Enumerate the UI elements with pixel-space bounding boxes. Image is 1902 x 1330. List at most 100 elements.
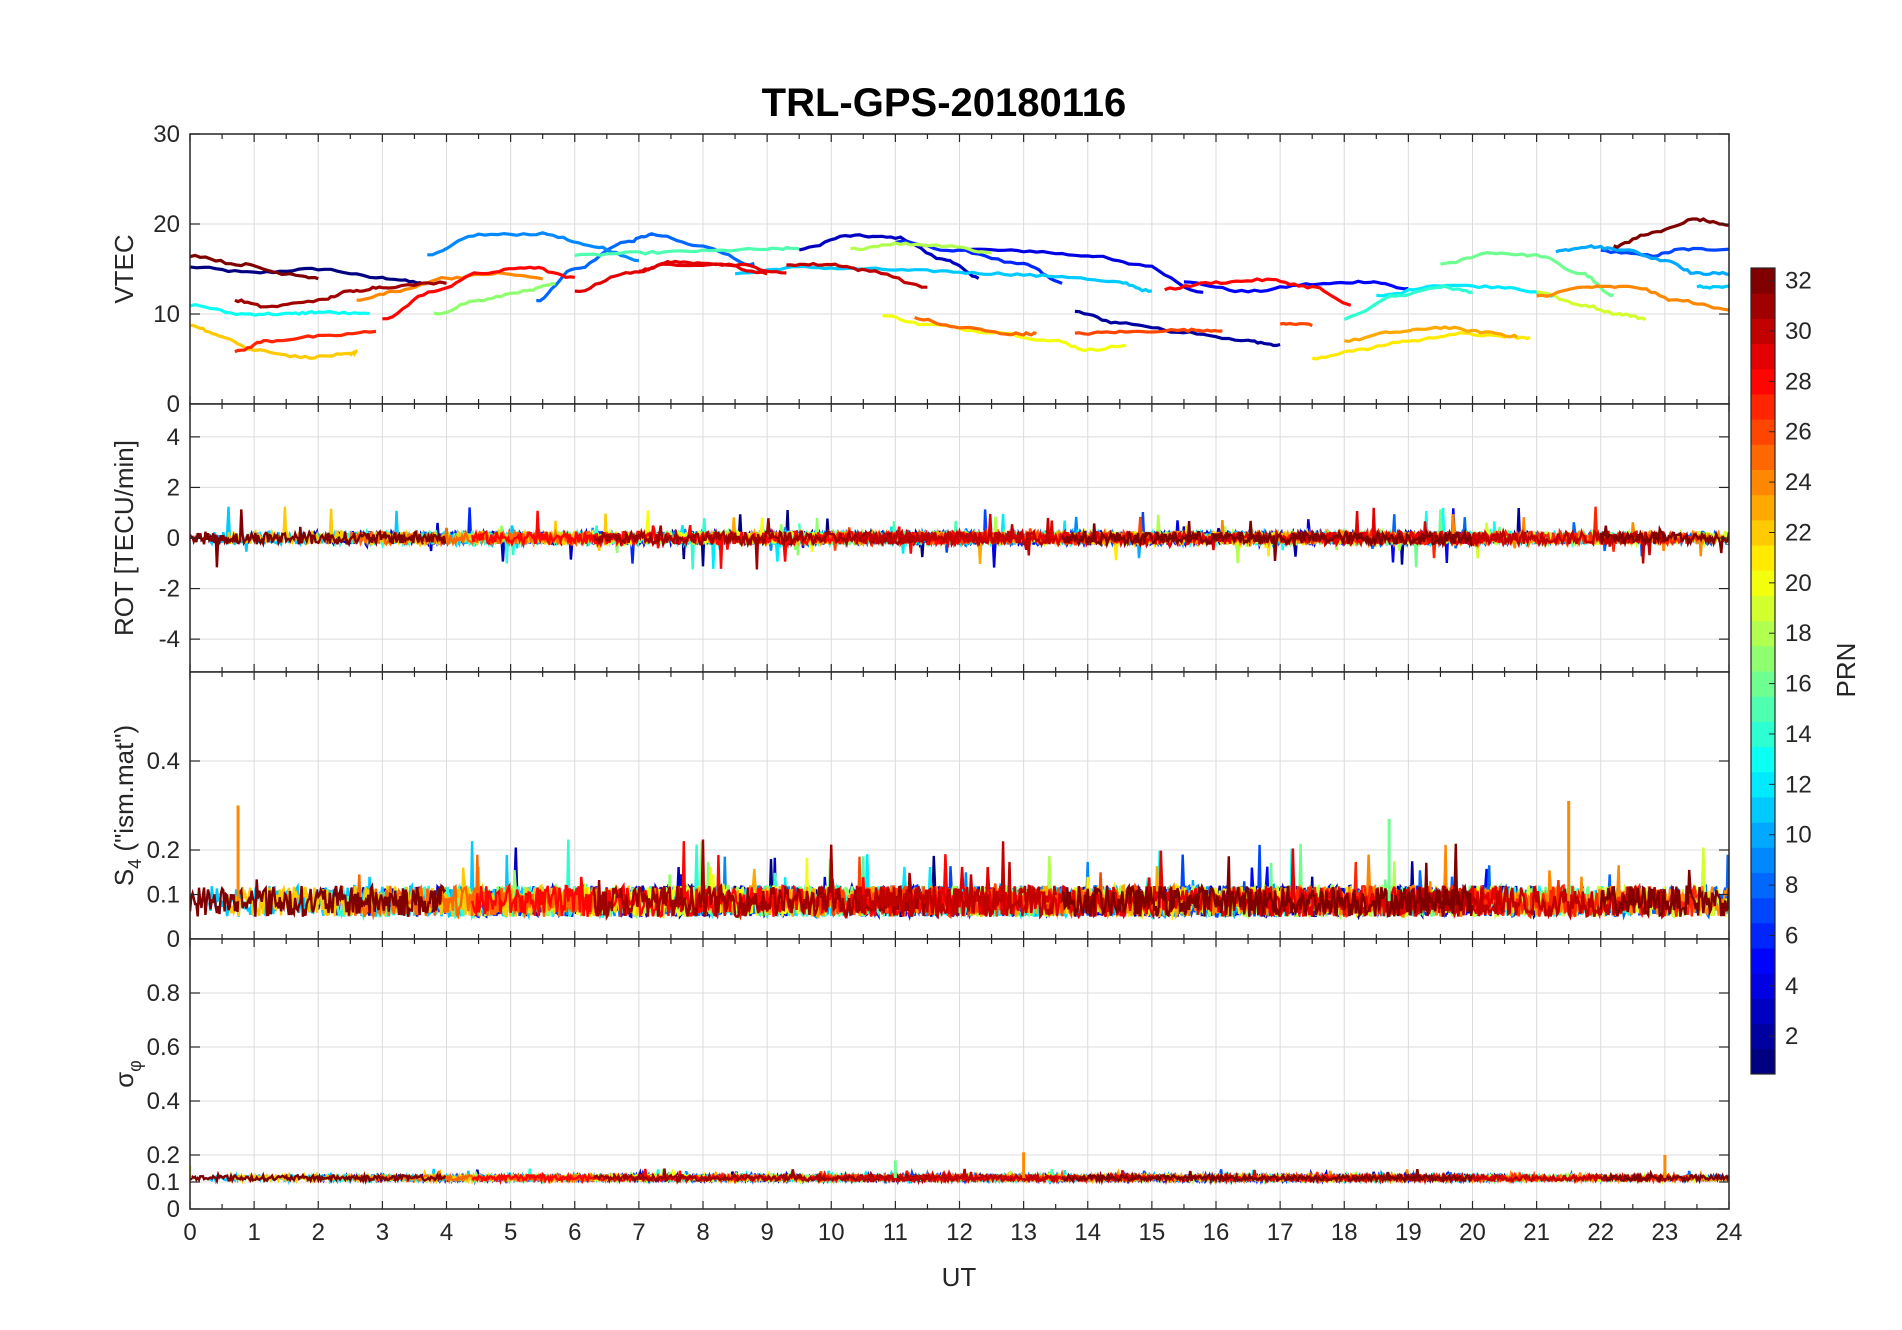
y-tick-label: 20	[153, 211, 180, 238]
noise-trace-prn-32	[1600, 1169, 1729, 1184]
series-line-prn-22	[190, 323, 359, 360]
y-tick-label: 0.8	[147, 980, 180, 1007]
x-tick-label: 18	[1331, 1219, 1358, 1246]
y-tick-label: 30	[153, 121, 180, 148]
series-line-prn-3	[798, 233, 980, 280]
series-line-prn-18	[850, 241, 992, 255]
colorbar-tick-label: 30	[1785, 318, 1812, 345]
series-group	[190, 1152, 1729, 1186]
series-line-prn-17	[433, 281, 556, 316]
x-tick-label: 3	[376, 1219, 389, 1246]
noise-trace-prn-30	[856, 1168, 1057, 1186]
x-tick-label: 1	[247, 1219, 260, 1246]
colorbar-tick-label: 8	[1785, 872, 1798, 899]
series-line-prn-25	[914, 315, 1037, 337]
noise-trace-prn-32	[190, 879, 447, 919]
noise-trace-prn-32	[1599, 524, 1729, 554]
colorbar-tick-label: 24	[1785, 469, 1812, 496]
series-line-prn-9	[427, 231, 640, 263]
x-tick-label: 2	[312, 1219, 325, 1246]
y-tick-label: -2	[159, 576, 180, 603]
x-axis: 0 1 2 3 4 5 6 7 8 9 10 11 12 13 14 15 16 17 18 19 20 21 22 23 24	[183, 1219, 1742, 1246]
series-line-prn-11	[1696, 284, 1729, 290]
series-line-prn-23	[1344, 325, 1519, 343]
series-line-prn-11	[734, 264, 1153, 293]
colorbar-tick-label: 32	[1785, 268, 1812, 295]
series-line-prn-16	[1440, 251, 1614, 298]
series-line-prn-10	[1555, 244, 1729, 277]
noise-trace-prn-32	[1060, 843, 1474, 918]
colorbar-swatch	[1751, 595, 1775, 622]
x-tick-label: 21	[1523, 1219, 1550, 1246]
colorbar-tick-label: 22	[1785, 519, 1812, 546]
x-tick-label: 11	[883, 1219, 908, 1246]
x-tick-label: 14	[1074, 1219, 1101, 1246]
panel-vtec: 0 10 20 30 VTEC	[109, 121, 1730, 418]
y-axis-label-sigma_phi: σφ	[109, 1060, 145, 1088]
panel-rot: -4 -2 0 2 4 ROT [TECU/min]	[109, 403, 1730, 673]
colorbar-swatch	[1751, 897, 1775, 924]
series-line-prn-28	[382, 265, 575, 321]
series-line-prn-20	[882, 314, 1127, 353]
series-line-prn-5	[1183, 279, 1409, 294]
series-line-prn-1	[190, 265, 422, 285]
x-tick-label: 4	[440, 1219, 453, 1246]
x-tick-label: 12	[946, 1219, 973, 1246]
noise-trace-prn-30	[855, 517, 1057, 556]
y-axis-label-rot: ROT [TECU/min]	[109, 440, 139, 636]
colorbar-tick-label: 16	[1785, 671, 1812, 698]
y-tick-label: 0.2	[147, 1142, 180, 1169]
series-line-prn-15	[574, 245, 800, 258]
series-line-prn-2	[1074, 309, 1281, 348]
x-tick-label: 22	[1587, 1219, 1614, 1246]
panel-sigma-phi: 00.10.2 0.4 0.6 0.8 σφ	[109, 938, 1730, 1223]
series-group	[190, 217, 1729, 361]
colorbar-swatch	[1751, 796, 1775, 823]
colorbar-swatch	[1751, 645, 1775, 672]
series-line-prn-8	[536, 232, 755, 303]
series-line-prn-24	[1536, 284, 1729, 312]
colorbar-tick-label: 26	[1785, 419, 1812, 446]
colorbar-swatch	[1751, 1048, 1775, 1075]
noise-trace-prn-32	[1061, 520, 1473, 561]
chart-title: TRL-GPS-20180116	[762, 81, 1127, 125]
series-line-prn-12	[1376, 283, 1557, 298]
x-tick-label: 8	[696, 1219, 709, 1246]
y-tick-label: 0	[167, 525, 180, 552]
colorbar-tick-label: 2	[1785, 1023, 1798, 1050]
colorbar-swatch	[1751, 948, 1775, 974]
series-group	[190, 801, 1729, 922]
panel-s4: 0 0.1 0.2 0.4S4 ("ism.mat")	[109, 671, 1730, 953]
noise-trace-prn-32	[1599, 869, 1729, 920]
noise-trace-prn-32	[1061, 1168, 1473, 1186]
series-line-prn-29	[638, 259, 768, 276]
y-tick-label: 0	[167, 926, 180, 953]
y-tick-label: 0	[167, 391, 180, 418]
x-tick-label: 0	[183, 1219, 196, 1246]
colorbar-swatch	[1751, 847, 1775, 873]
colorbar-swatch	[1751, 746, 1775, 773]
noise-trace-prn-30	[855, 841, 1057, 920]
y-tick-label: 0.2	[147, 837, 180, 864]
y-tick-label: 0	[167, 1196, 180, 1223]
y-tick-label: 0.4	[147, 1088, 180, 1115]
series-line-prn-30	[786, 261, 928, 289]
colorbar-tick-label: 4	[1785, 973, 1798, 1000]
series-line-prn-27	[234, 329, 377, 354]
noise-trace-prn-32	[190, 1170, 447, 1185]
series-line-prn-4	[959, 247, 1204, 294]
y-axis-label-s4: S4 ("ism.mat")	[109, 725, 145, 886]
series-line-prn-26	[1074, 327, 1223, 336]
series-line-prn-14	[1343, 284, 1473, 322]
y-tick-label: 0.1	[147, 1169, 180, 1196]
noise-trace-prn-31	[592, 1168, 928, 1185]
colorbar-tick-label: 28	[1785, 368, 1812, 395]
series-line-prn-13	[190, 302, 370, 317]
series-line-prn-28	[1164, 277, 1352, 307]
series-line-prn-19	[1536, 290, 1647, 321]
x-tick-label: 6	[568, 1219, 581, 1246]
series-line-prn-32	[1613, 217, 1729, 250]
colorbar-swatch	[1751, 998, 1775, 1025]
